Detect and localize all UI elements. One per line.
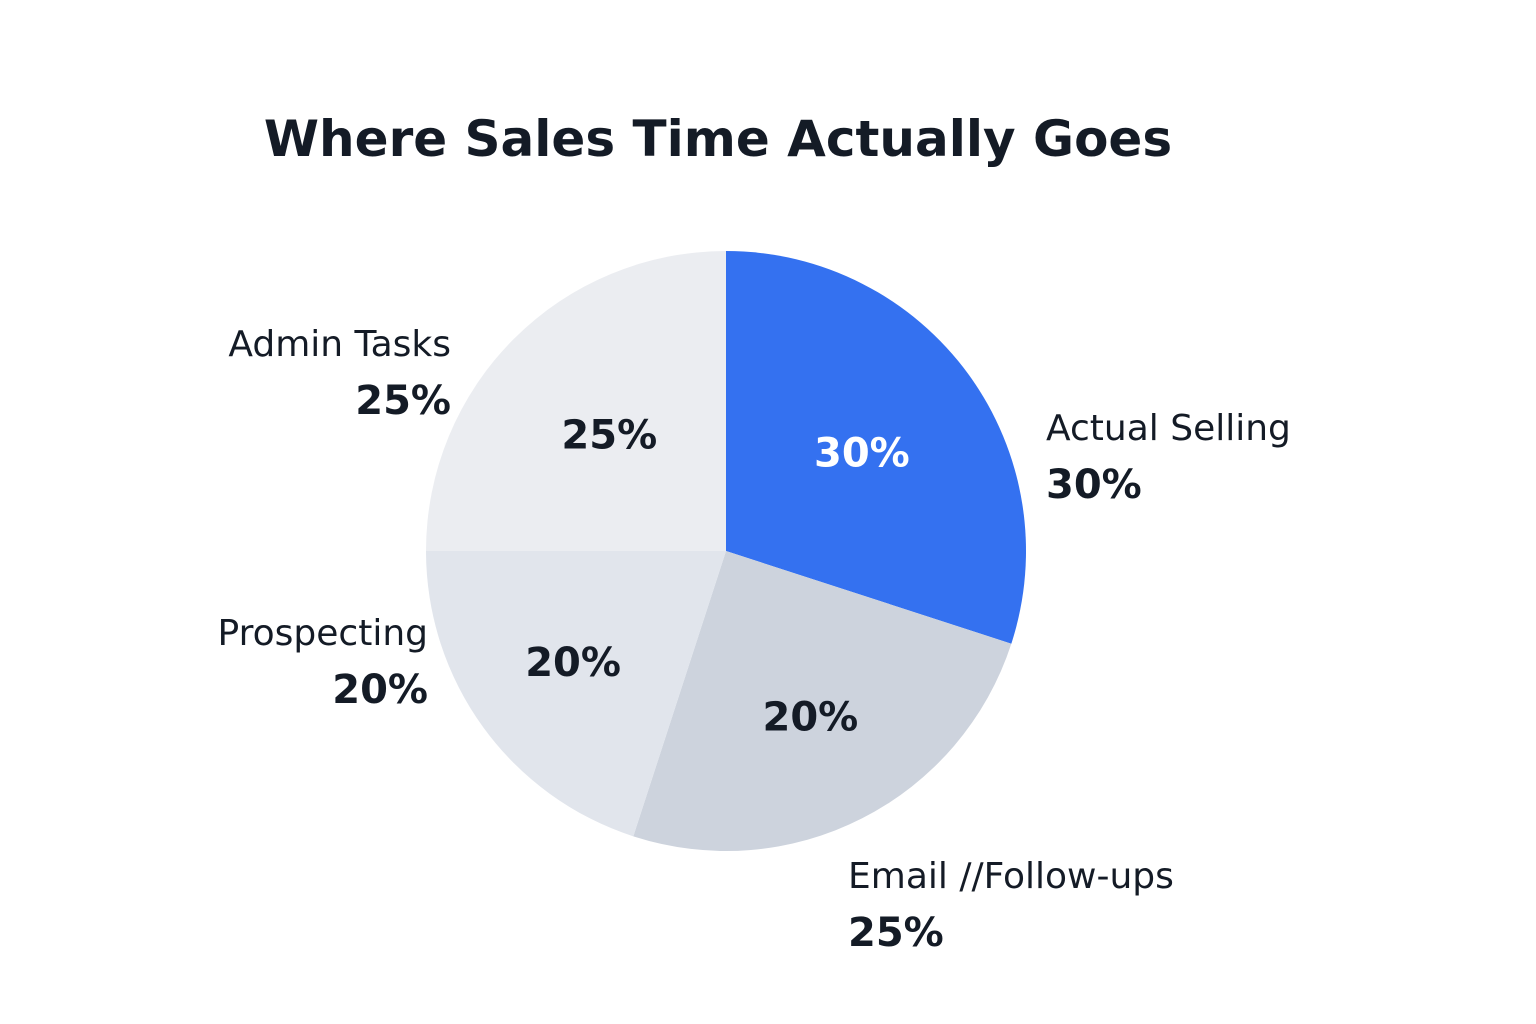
pie-slice-prospecting bbox=[426, 551, 726, 837]
pie-slices bbox=[426, 251, 1027, 852]
pie-external-labels: Actual Selling 30% Email //Follow-ups 25% Pr… bbox=[218, 324, 1291, 956]
pie-slice-email-follow-ups bbox=[633, 551, 1012, 852]
slice-label-actual-selling: 30% bbox=[814, 430, 910, 476]
legend-value-admin-tasks: 25% bbox=[355, 378, 451, 424]
slice-label-prospecting: 20% bbox=[525, 640, 621, 686]
legend-name-email-follow-ups: Email //Follow-ups bbox=[848, 856, 1174, 897]
chart-title: Where Sales Time Actually Goes bbox=[264, 110, 1172, 168]
slice-label-email-follow-ups: 20% bbox=[763, 695, 859, 741]
legend-name-prospecting: Prospecting bbox=[218, 613, 428, 654]
pie-slice-admin-tasks bbox=[426, 251, 726, 551]
legend-value-actual-selling: 30% bbox=[1046, 462, 1142, 508]
pie-slice-actual-selling bbox=[726, 251, 1027, 644]
pie-slice-labels: 30% 20% 20% 25% bbox=[525, 412, 910, 740]
legend-value-prospecting: 20% bbox=[332, 667, 428, 713]
slice-label-admin-tasks: 25% bbox=[561, 412, 657, 458]
legend-name-admin-tasks: Admin Tasks bbox=[228, 324, 451, 365]
legend-name-actual-selling: Actual Selling bbox=[1046, 408, 1291, 449]
legend-value-email-follow-ups: 25% bbox=[848, 910, 944, 956]
